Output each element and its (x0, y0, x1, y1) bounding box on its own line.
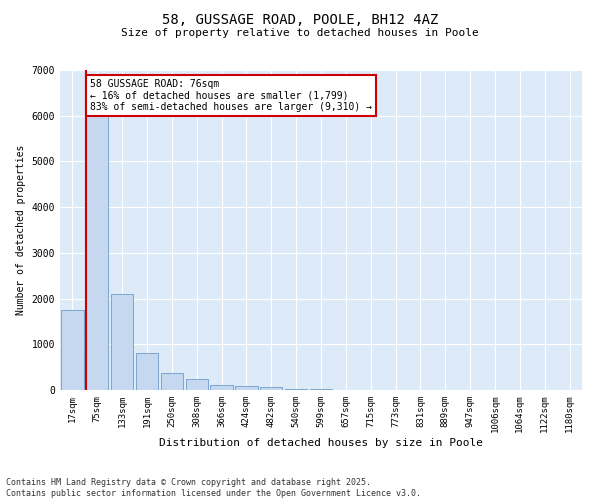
X-axis label: Distribution of detached houses by size in Poole: Distribution of detached houses by size … (159, 438, 483, 448)
Bar (61, 310, 83, 390)
Bar (185, 380, 208, 390)
Bar (260, 388, 283, 390)
Bar (211, 384, 233, 390)
Text: Contains HM Land Registry data © Crown copyright and database right 2025.
Contai: Contains HM Land Registry data © Crown c… (6, 478, 421, 498)
Bar (235, 386, 257, 390)
Bar (285, 388, 307, 390)
Bar (161, 373, 183, 390)
Y-axis label: Number of detached properties: Number of detached properties (16, 145, 26, 315)
Bar (86, 100, 109, 390)
Text: 58 GUSSAGE ROAD: 76sqm
← 16% of detached houses are smaller (1,799)
83% of semi-: 58 GUSSAGE ROAD: 76sqm ← 16% of detached… (90, 79, 372, 112)
Text: Size of property relative to detached houses in Poole: Size of property relative to detached ho… (121, 28, 479, 38)
Bar (136, 352, 158, 390)
Text: 58, GUSSAGE ROAD, POOLE, BH12 4AZ: 58, GUSSAGE ROAD, POOLE, BH12 4AZ (162, 12, 438, 26)
Bar (111, 294, 133, 390)
